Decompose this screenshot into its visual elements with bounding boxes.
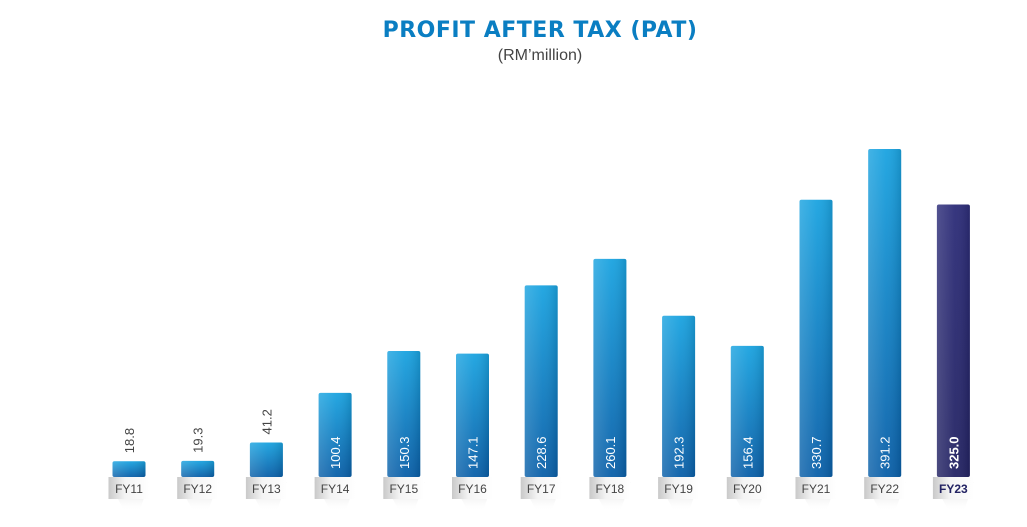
value-label-fy14: 100.4 xyxy=(328,436,343,469)
value-label-fy12: 19.3 xyxy=(191,428,206,453)
category-plate xyxy=(864,477,906,499)
category-label-fy12: FY12 xyxy=(183,482,212,496)
value-label-fy22: 391.2 xyxy=(878,436,893,469)
bar-shading xyxy=(730,345,764,477)
chart-subtitle: (RM’million) xyxy=(497,47,583,64)
category-label-fy15: FY15 xyxy=(389,482,418,496)
category-plate xyxy=(108,477,150,499)
category-plate xyxy=(383,477,425,499)
value-label-fy18: 260.1 xyxy=(603,436,618,469)
chart-title: PROFIT AFTER TAX (PAT) xyxy=(382,18,698,43)
bar-shading xyxy=(112,461,146,477)
category-label-fy21: FY21 xyxy=(802,482,831,496)
value-label-fy20: 156.4 xyxy=(740,436,755,469)
category-label-fy13: FY13 xyxy=(252,482,281,496)
category-label-fy17: FY17 xyxy=(527,482,556,496)
value-label-fy13: 41.2 xyxy=(259,409,274,434)
bar-shading xyxy=(868,149,902,477)
bar-shading xyxy=(318,392,352,477)
bar-shading xyxy=(387,350,421,477)
category-plate xyxy=(520,477,562,499)
bar-shading xyxy=(181,460,215,477)
value-label-fy23: 325.0 xyxy=(946,436,961,469)
bar-shading xyxy=(936,204,970,477)
category-plate xyxy=(177,477,219,499)
bar-shading xyxy=(249,442,283,477)
category-plate xyxy=(314,477,356,499)
value-label-fy19: 192.3 xyxy=(672,436,687,469)
bar-shading xyxy=(593,258,627,477)
category-label-fy22: FY22 xyxy=(870,482,899,496)
category-label-fy14: FY14 xyxy=(321,482,350,496)
value-label-fy16: 147.1 xyxy=(466,436,481,469)
category-label-fy16: FY16 xyxy=(458,482,487,496)
category-plate xyxy=(726,477,768,499)
category-plate xyxy=(658,477,700,499)
category-plate xyxy=(452,477,493,499)
category-plate xyxy=(589,477,631,499)
bar-shading xyxy=(524,285,558,477)
bar-shading xyxy=(662,315,696,477)
bar-shading xyxy=(799,199,833,478)
category-label-fy11: FY11 xyxy=(115,482,143,496)
value-label-fy17: 228.6 xyxy=(534,436,549,469)
value-label-fy15: 150.3 xyxy=(397,436,412,469)
category-plate xyxy=(932,477,974,499)
category-label-fy20: FY20 xyxy=(733,482,762,496)
category-label-fy19: FY19 xyxy=(664,482,693,496)
category-label-fy18: FY18 xyxy=(596,482,625,496)
category-label-fy23: FY23 xyxy=(939,482,968,496)
value-label-fy11: 18.8 xyxy=(122,428,137,453)
category-plate xyxy=(795,477,837,499)
bar-shading xyxy=(456,353,489,477)
value-label-fy21: 330.7 xyxy=(809,436,824,469)
category-plate xyxy=(245,477,287,499)
